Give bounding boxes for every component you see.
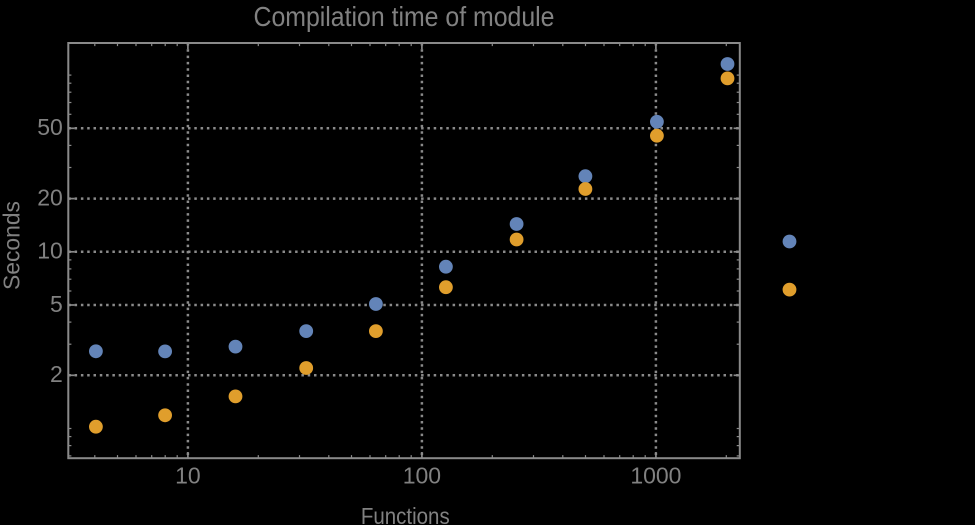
svg-text:100: 100: [403, 463, 441, 489]
svg-text:Seconds: Seconds: [0, 201, 25, 290]
svg-text:1000: 1000: [630, 463, 681, 489]
svg-text:10: 10: [37, 238, 63, 264]
svg-text:20: 20: [37, 184, 63, 210]
svg-text:Functions: Functions: [361, 503, 450, 525]
svg-text:50: 50: [37, 114, 63, 140]
svg-text:5: 5: [50, 291, 63, 317]
svg-text:2: 2: [50, 361, 63, 387]
svg-text:Compilation time of module: Compilation time of module: [254, 1, 555, 32]
svg-text:10: 10: [175, 463, 201, 489]
